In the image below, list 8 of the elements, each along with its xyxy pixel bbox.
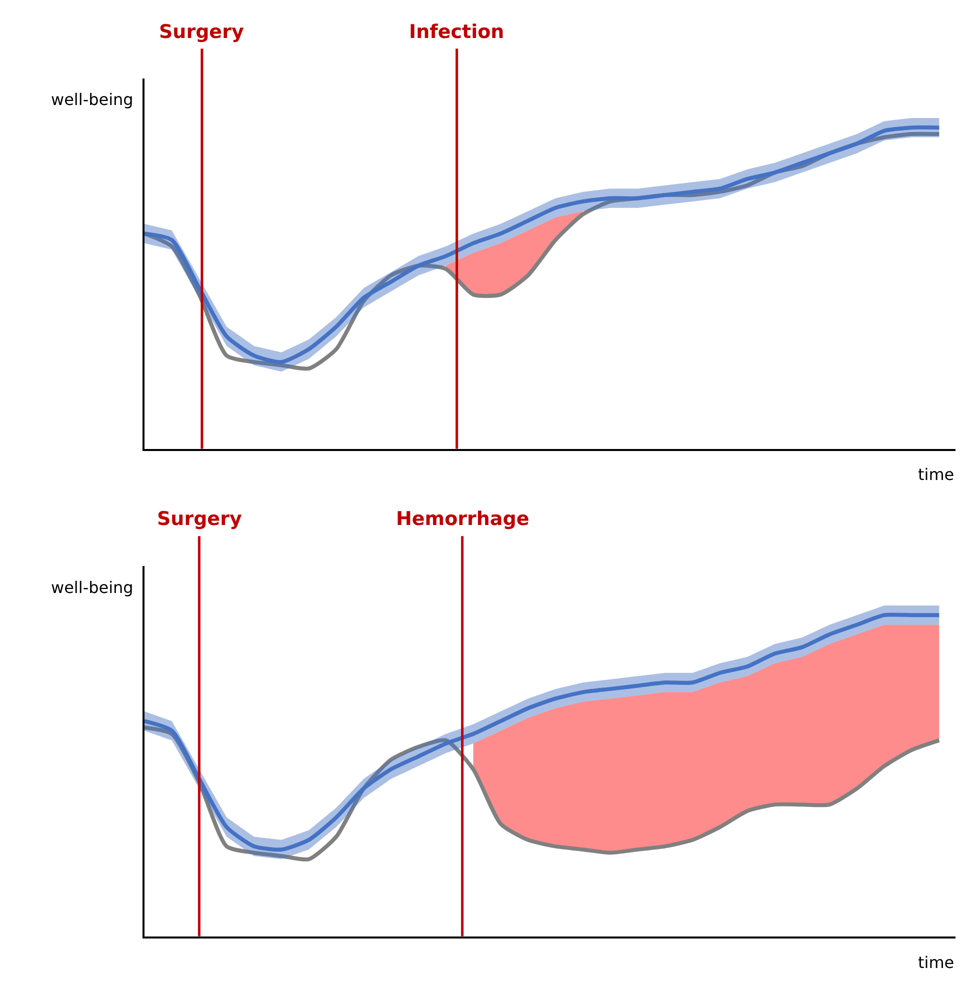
text: Hemorrhage — [396, 508, 530, 530]
x-axis-title: time — [918, 465, 954, 484]
y-axis-title: well-being — [51, 90, 134, 109]
y-axis-title: well-being — [51, 578, 134, 597]
x-axis-title: time — [918, 953, 954, 972]
text: Surgery — [159, 21, 244, 43]
text: Infection — [409, 21, 504, 43]
text: Surgery — [157, 508, 242, 530]
